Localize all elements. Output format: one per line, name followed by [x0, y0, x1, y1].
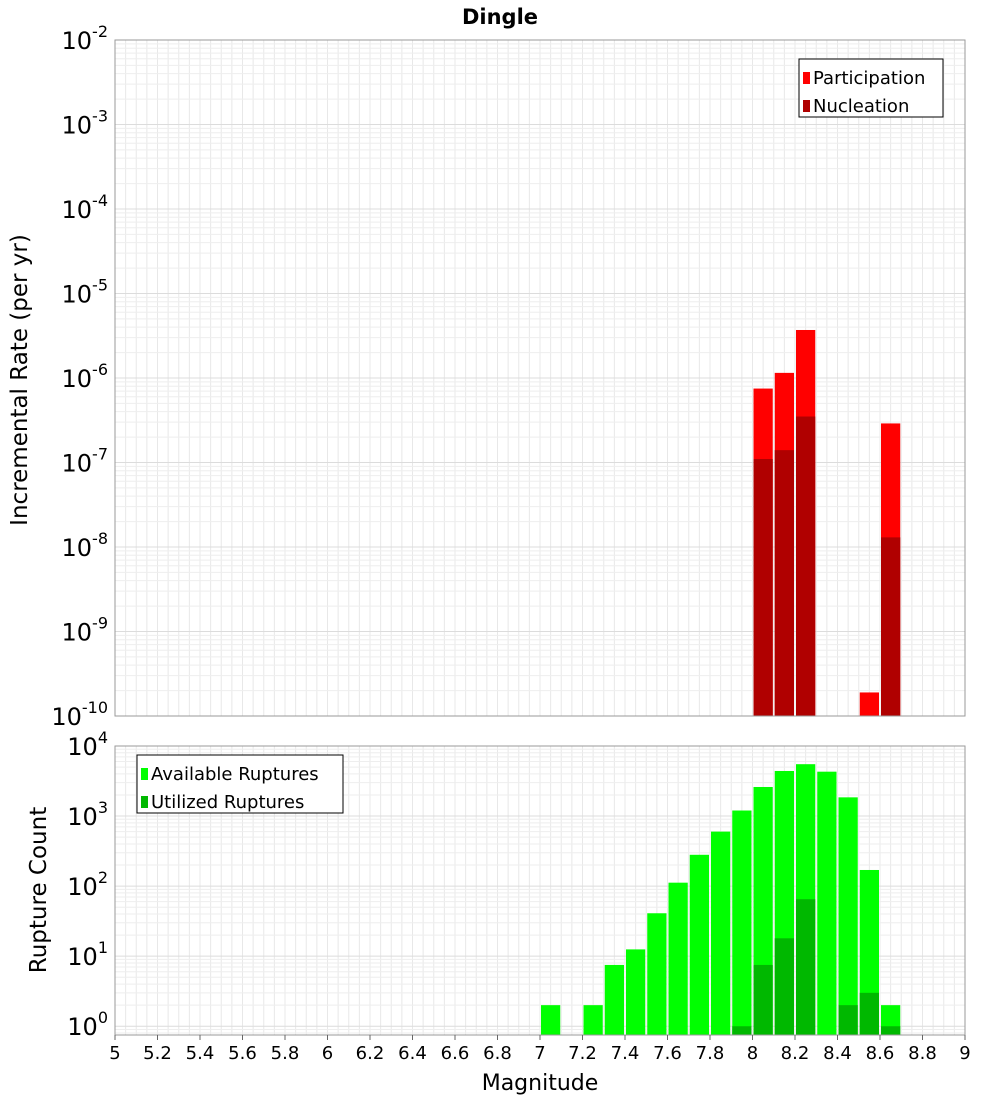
- count-bar: [668, 882, 688, 1035]
- rate-legend-box: [798, 58, 944, 118]
- rate-gridlines: [114, 40, 966, 717]
- rate-bar: [881, 537, 901, 716]
- x-tick-label: 8.4: [823, 1043, 852, 1064]
- count-legend-label: Available Ruptures: [151, 764, 319, 785]
- count-bar: [838, 1005, 858, 1035]
- chart-title: Dingle: [462, 5, 538, 29]
- x-tick-label: 6.2: [356, 1043, 385, 1064]
- count-ytick-label: 104: [67, 728, 108, 761]
- count-ytick-label: 103: [67, 798, 108, 831]
- count-bar: [604, 964, 624, 1035]
- count-legend-label: Utilized Ruptures: [151, 792, 304, 813]
- count-bar: [838, 797, 858, 1035]
- x-tick-label: 6: [322, 1043, 333, 1064]
- x-tick-label: 7.8: [696, 1043, 725, 1064]
- x-tick-label: 5.8: [271, 1043, 300, 1064]
- rate-ytick-label: 10-3: [62, 107, 109, 140]
- rate-ytick-label: 10-9: [62, 614, 109, 647]
- x-tick-label: 7: [534, 1043, 545, 1064]
- x-tick-label: 7.4: [611, 1043, 640, 1064]
- count-bar: [732, 1026, 752, 1035]
- rate-y-axis-label: Incremental Rate (per yr): [7, 234, 33, 526]
- x-tick-label: 6.8: [483, 1043, 512, 1064]
- rate-ytick-label: 10-5: [62, 276, 109, 309]
- x-tick-label: 8: [747, 1043, 758, 1064]
- rate-bar: [774, 450, 794, 716]
- count-bar: [753, 964, 773, 1035]
- rate-ytick-label: 10-4: [62, 191, 109, 224]
- count-bar: [796, 899, 816, 1035]
- count-legend-swatch: [141, 796, 148, 808]
- count-bar: [583, 1005, 603, 1035]
- x-tick-label: 8.2: [781, 1043, 810, 1064]
- count-bar: [647, 913, 667, 1035]
- rate-plot-frame: [114, 39, 966, 717]
- count-legend-box: [136, 754, 344, 814]
- x-tick-label: 6.4: [398, 1043, 427, 1064]
- count-bar: [817, 771, 837, 1035]
- x-tick-label: 8.8: [908, 1043, 937, 1064]
- count-bar: [541, 1005, 561, 1035]
- count-legend: Available Ruptures Utilized Ruptures: [136, 754, 344, 814]
- x-tick-label: 8.6: [866, 1043, 895, 1064]
- count-bar: [774, 938, 794, 1035]
- rate-bar: [753, 459, 773, 716]
- x-tick-label: 5.6: [228, 1043, 257, 1064]
- x-tick-label: 5.2: [143, 1043, 172, 1064]
- rate-legend-swatch: [803, 72, 810, 84]
- count-series-1: [732, 899, 901, 1035]
- count-bar: [859, 992, 879, 1035]
- rate-legend-swatch: [803, 100, 810, 112]
- x-tick-label: 5.4: [186, 1043, 215, 1064]
- count-bar: [689, 854, 709, 1035]
- x-tick-label: 7.2: [568, 1043, 597, 1064]
- rate-legend: Participation Nucleation: [798, 58, 944, 118]
- count-ytick-label: 101: [67, 938, 108, 971]
- rate-ytick-label: 10-8: [62, 529, 109, 562]
- x-axis-label: Magnitude: [482, 1071, 599, 1096]
- rate-legend-label: Nucleation: [813, 96, 909, 117]
- count-y-axis-label: Rupture Count: [26, 807, 52, 973]
- count-bar: [881, 1026, 901, 1035]
- count-ytick-label: 102: [67, 868, 108, 901]
- rate-legend-label: Participation: [813, 68, 925, 89]
- rate-ytick-label: 10-10: [51, 698, 108, 731]
- x-tick-label: 7.6: [653, 1043, 682, 1064]
- x-tick-label: 5: [109, 1043, 120, 1064]
- rate-ytick-label: 10-2: [62, 22, 109, 55]
- count-bar: [626, 949, 646, 1035]
- rate-ytick-label: 10-7: [62, 445, 109, 478]
- x-tick-label: 9: [959, 1043, 970, 1064]
- count-ytick-label: 100: [67, 1008, 108, 1041]
- x-tick-label: 6.6: [441, 1043, 470, 1064]
- rate-ytick-label: 10-6: [62, 360, 109, 393]
- rate-bar: [796, 416, 816, 716]
- count-legend-swatch: [141, 768, 148, 780]
- rate-series-1: [753, 416, 901, 716]
- rate-bar: [859, 692, 879, 716]
- count-bar: [711, 831, 731, 1035]
- count-bar: [732, 810, 752, 1035]
